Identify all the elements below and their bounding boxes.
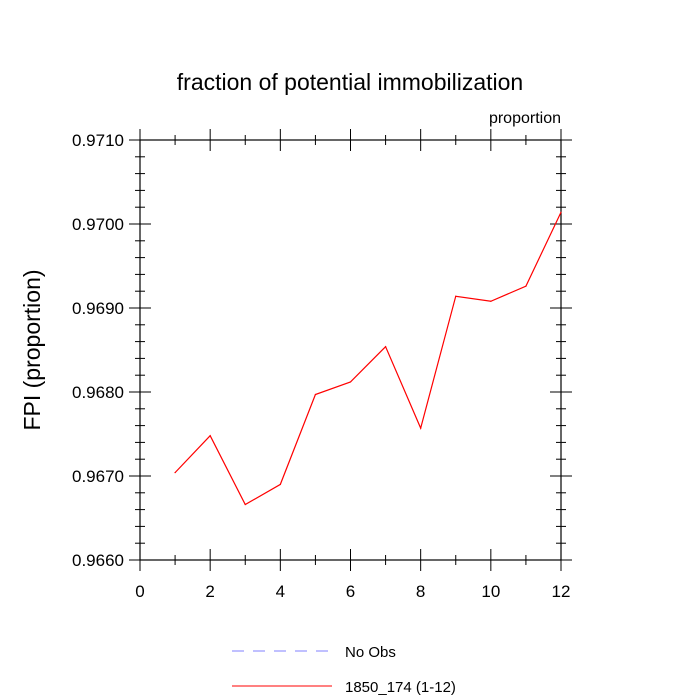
axis-ticks — [129, 129, 572, 571]
series-line-1 — [174, 211, 562, 506]
x-tick-label: 10 — [481, 582, 500, 601]
data-point — [174, 472, 176, 474]
tick-labels: 0 2 4 6 8 10 12 0.9660 0.9670 0.9680 0.9690 0.9700 0… — [72, 131, 570, 601]
y-tick-label: 0.9710 — [72, 131, 124, 150]
data-point — [420, 427, 422, 429]
data-point — [560, 211, 562, 213]
data-point — [490, 300, 492, 302]
legend: No Obs 1850_174 (1-12) — [232, 644, 456, 696]
x-tick-label: 4 — [276, 582, 285, 601]
series-layer — [174, 211, 562, 506]
y-tick-label: 0.9660 — [72, 551, 124, 570]
x-tick-label: 0 — [135, 582, 144, 601]
data-point — [314, 393, 317, 396]
data-point — [279, 483, 281, 485]
x-tick-label: 8 — [416, 582, 425, 601]
data-point — [384, 346, 387, 348]
data-point — [525, 285, 527, 287]
y-tick-label: 0.9680 — [72, 383, 124, 402]
data-point — [244, 503, 246, 506]
y-tick-label: 0.9700 — [72, 215, 124, 234]
legend-label-1850-174: 1850_174 (1-12) — [345, 679, 456, 696]
units-label: proportion — [489, 110, 561, 127]
legend-label-no-obs: No Obs — [345, 644, 396, 661]
chart-title: fraction of potential immobilization — [177, 69, 523, 95]
y-tick-label: 0.9690 — [72, 299, 124, 318]
data-point — [455, 295, 457, 297]
plot-frame — [139, 139, 562, 561]
data-point — [209, 435, 211, 437]
x-tick-label: 6 — [346, 582, 355, 601]
y-axis-label: FPI (proportion) — [19, 269, 45, 430]
data-point — [349, 381, 352, 383]
x-tick-label: 2 — [205, 582, 214, 601]
x-tick-label: 12 — [552, 582, 571, 601]
y-tick-label: 0.9670 — [72, 467, 124, 486]
